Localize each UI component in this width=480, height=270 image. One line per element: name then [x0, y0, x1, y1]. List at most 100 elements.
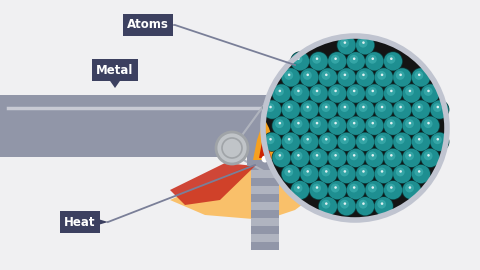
Circle shape	[319, 133, 337, 151]
Circle shape	[312, 184, 321, 193]
Circle shape	[390, 186, 393, 189]
Circle shape	[402, 116, 421, 135]
Circle shape	[365, 116, 384, 135]
Circle shape	[337, 36, 356, 54]
Circle shape	[322, 103, 330, 112]
Circle shape	[331, 87, 340, 96]
Circle shape	[346, 180, 366, 200]
Circle shape	[355, 196, 375, 216]
Circle shape	[383, 83, 403, 103]
Circle shape	[390, 154, 393, 157]
Circle shape	[340, 39, 349, 48]
Circle shape	[364, 116, 384, 136]
Circle shape	[281, 100, 300, 120]
FancyBboxPatch shape	[251, 234, 279, 242]
Circle shape	[349, 119, 358, 128]
Circle shape	[306, 106, 309, 108]
Circle shape	[297, 122, 300, 124]
Circle shape	[278, 122, 281, 124]
Circle shape	[355, 35, 375, 55]
Circle shape	[353, 58, 356, 60]
Circle shape	[386, 151, 396, 160]
Circle shape	[322, 71, 330, 80]
Circle shape	[427, 122, 430, 124]
Circle shape	[344, 202, 346, 205]
Circle shape	[294, 151, 302, 160]
Circle shape	[312, 151, 321, 160]
Circle shape	[346, 116, 366, 136]
Circle shape	[424, 87, 432, 96]
Circle shape	[421, 116, 439, 135]
Circle shape	[312, 55, 321, 64]
Circle shape	[355, 100, 375, 120]
FancyBboxPatch shape	[251, 160, 279, 250]
Circle shape	[355, 68, 375, 87]
Polygon shape	[253, 120, 277, 160]
Polygon shape	[98, 219, 108, 225]
Circle shape	[384, 116, 402, 135]
Circle shape	[374, 68, 394, 87]
Circle shape	[408, 122, 411, 124]
Circle shape	[263, 100, 281, 119]
Polygon shape	[108, 78, 122, 88]
Circle shape	[386, 184, 396, 193]
Circle shape	[346, 51, 366, 71]
Circle shape	[405, 184, 414, 193]
Circle shape	[336, 164, 357, 184]
Circle shape	[405, 151, 414, 160]
Circle shape	[374, 132, 394, 152]
Circle shape	[418, 138, 420, 140]
Circle shape	[362, 41, 365, 44]
Circle shape	[262, 100, 282, 120]
Circle shape	[384, 84, 402, 103]
Circle shape	[399, 73, 402, 76]
Circle shape	[347, 181, 365, 199]
Polygon shape	[170, 163, 255, 205]
Circle shape	[325, 138, 327, 140]
Circle shape	[275, 151, 284, 160]
Circle shape	[344, 73, 346, 76]
Circle shape	[328, 116, 347, 135]
Circle shape	[303, 71, 312, 80]
Circle shape	[405, 87, 414, 96]
Circle shape	[374, 68, 393, 87]
Circle shape	[322, 168, 330, 176]
Circle shape	[374, 165, 393, 183]
Circle shape	[310, 116, 328, 135]
Circle shape	[368, 151, 377, 160]
Circle shape	[356, 133, 374, 151]
Circle shape	[300, 164, 319, 184]
Circle shape	[359, 39, 368, 48]
Circle shape	[364, 148, 384, 168]
Circle shape	[368, 119, 377, 128]
Circle shape	[347, 149, 365, 167]
Circle shape	[427, 90, 430, 92]
Circle shape	[288, 170, 290, 173]
Circle shape	[411, 100, 431, 120]
Circle shape	[328, 84, 347, 103]
Circle shape	[322, 135, 330, 144]
Circle shape	[392, 132, 412, 152]
Circle shape	[436, 106, 439, 108]
Circle shape	[383, 148, 403, 168]
Circle shape	[365, 52, 384, 70]
Circle shape	[408, 90, 411, 92]
Circle shape	[319, 100, 337, 119]
Circle shape	[386, 55, 396, 64]
Circle shape	[392, 164, 412, 184]
Circle shape	[346, 148, 366, 168]
Circle shape	[322, 200, 330, 209]
Circle shape	[368, 55, 377, 64]
Circle shape	[290, 116, 310, 136]
Circle shape	[396, 71, 405, 80]
Circle shape	[306, 138, 309, 140]
Circle shape	[381, 170, 384, 173]
Circle shape	[347, 116, 365, 135]
Circle shape	[331, 55, 340, 64]
Circle shape	[336, 35, 357, 55]
Circle shape	[272, 116, 291, 135]
Circle shape	[334, 122, 337, 124]
Circle shape	[216, 132, 248, 164]
Circle shape	[362, 73, 365, 76]
Circle shape	[334, 58, 337, 60]
